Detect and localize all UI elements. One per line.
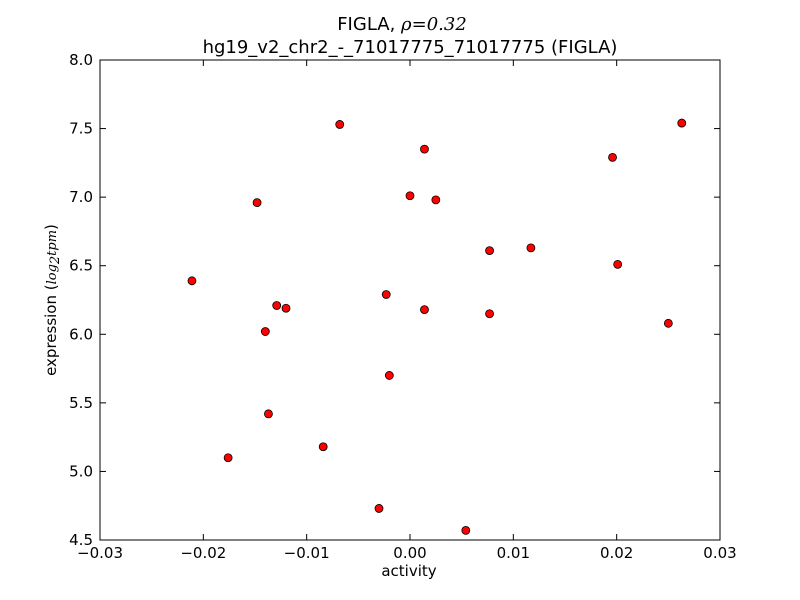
y-axis-label: expression (log2tpm) xyxy=(42,224,63,376)
x-tick-label: 0.03 xyxy=(703,544,736,562)
y-tick-label: 4.5 xyxy=(69,531,93,549)
data-point xyxy=(187,276,197,286)
data-point xyxy=(318,442,328,452)
data-point xyxy=(420,144,429,154)
data-point xyxy=(374,504,384,513)
chart-title: FIGLA, ρ=0.32 xyxy=(337,14,467,35)
data-point xyxy=(223,453,233,463)
y-axis-ticks: 4.5 5.0 5.5 6.0 6.5 7.0 7.5 8.0 xyxy=(69,51,720,549)
y-axis-label-unit: tpm xyxy=(45,230,60,256)
data-point xyxy=(252,198,262,208)
chart-title-rho-value: =0.32 xyxy=(412,14,467,35)
data-points xyxy=(187,118,687,535)
data-point xyxy=(526,243,536,253)
y-axis-label-log: log xyxy=(45,264,60,284)
data-point xyxy=(264,409,273,419)
x-tick-label: −0.01 xyxy=(284,544,330,562)
y-axis-label-sub: 2 xyxy=(48,256,63,265)
data-point xyxy=(335,120,345,129)
data-point xyxy=(384,371,394,380)
y-axis-label-text: expression ( xyxy=(42,284,60,376)
y-tick-label: 7.0 xyxy=(69,188,93,206)
data-point xyxy=(420,305,429,315)
chart-title-rho-symbol: ρ xyxy=(400,14,412,35)
x-axis-ticks: −0.03 −0.02 −0.01 0.00 0.01 0.02 0.03 xyxy=(77,60,737,562)
data-point xyxy=(677,118,687,128)
x-tick-label: 0.01 xyxy=(497,544,530,562)
y-tick-label: 5.0 xyxy=(69,462,93,480)
data-point xyxy=(485,246,494,256)
data-point xyxy=(281,303,291,313)
chart-title-prefix: FIGLA, xyxy=(337,14,401,35)
x-tick-label: 0.00 xyxy=(393,544,426,562)
x-tick-label: −0.02 xyxy=(180,544,226,562)
x-axis-label: activity xyxy=(381,562,436,580)
y-tick-label: 7.5 xyxy=(69,120,93,138)
data-point xyxy=(461,526,471,535)
chart-subtitle: hg19_v2_chr2_-_71017775_71017775 (FIGLA) xyxy=(203,37,618,58)
data-point xyxy=(260,327,270,336)
data-point xyxy=(663,318,673,328)
data-point xyxy=(485,309,494,319)
y-tick-label: 8.0 xyxy=(69,51,93,69)
data-point xyxy=(613,259,623,269)
y-tick-label: 6.0 xyxy=(69,325,93,343)
data-point xyxy=(381,290,391,299)
data-point xyxy=(431,195,441,205)
x-tick-label: −0.03 xyxy=(77,544,123,562)
x-tick-label: 0.02 xyxy=(600,544,633,562)
y-tick-label: 6.5 xyxy=(69,257,93,275)
plot-area xyxy=(99,59,721,541)
data-point xyxy=(405,191,415,201)
data-point xyxy=(272,301,282,310)
y-axis-label-close: ) xyxy=(42,224,60,230)
data-point xyxy=(608,152,617,162)
y-tick-label: 5.5 xyxy=(69,394,93,412)
